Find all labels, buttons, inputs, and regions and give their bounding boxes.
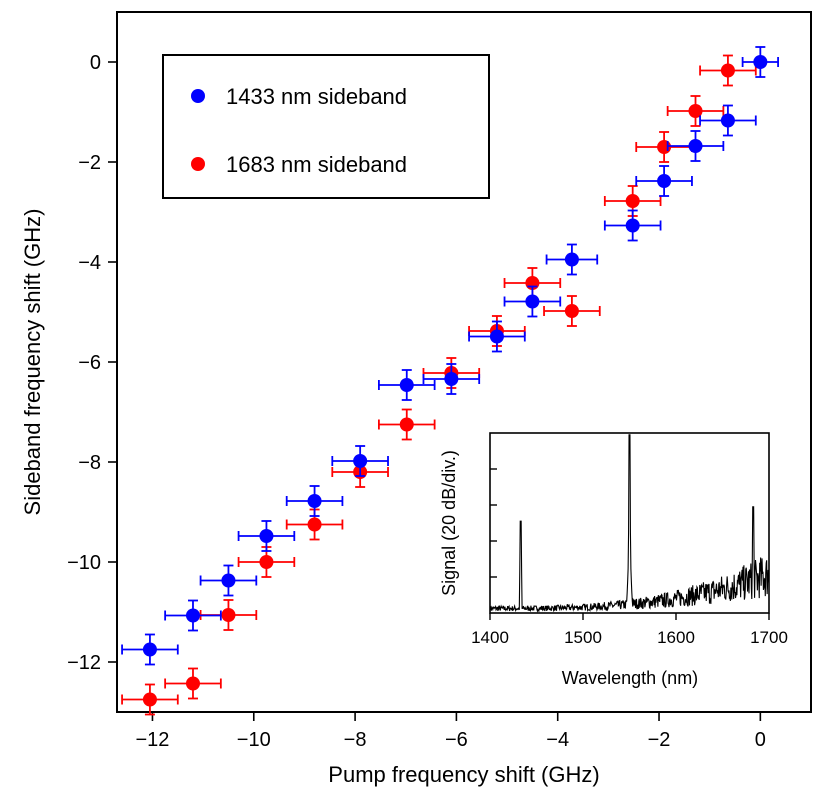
x-tick-label: −10 [237, 729, 271, 751]
legend: 1433 nm sideband 1683 nm sideband [162, 54, 490, 199]
inset-spectrum: 1400 1500 1600 1700 Wavelength (nm) Signal … [439, 432, 788, 688]
data-point [353, 454, 368, 468]
data-point [142, 642, 157, 657]
data-point [399, 378, 414, 392]
inset-axis-ticks: 1400 1500 1600 1700 [471, 468, 788, 647]
legend-marker-1683 [191, 157, 205, 171]
x-tick-label: −8 [344, 729, 367, 751]
x-tick-label: 0 [755, 729, 766, 751]
data-point [221, 573, 236, 588]
inset-trace [489, 434, 770, 613]
data-point [564, 252, 579, 267]
inset-x-axis-label: Wavelength (nm) [562, 668, 698, 688]
data-point [525, 294, 540, 309]
data-point [221, 608, 236, 622]
data-point [657, 140, 672, 154]
y-tick-label: −6 [78, 352, 101, 374]
data-point [259, 555, 274, 569]
data-point [142, 692, 157, 707]
y-tick-label: −2 [78, 152, 101, 174]
inset-x-tick-label: 1700 [750, 628, 788, 647]
x-tick-label: −6 [445, 729, 468, 751]
inset-x-tick-label: 1400 [471, 628, 509, 647]
y-tick-label: 0 [90, 52, 101, 74]
data-point [753, 55, 768, 69]
data-point [625, 194, 640, 208]
spectrum-line [489, 434, 770, 613]
series-1683 [121, 54, 757, 716]
data-point [185, 608, 200, 623]
data-point [307, 494, 322, 508]
data-point [564, 304, 579, 318]
y-tick-label: −10 [67, 552, 101, 574]
series-1433 [121, 46, 779, 666]
inset-frame [489, 432, 770, 614]
main-x-axis-label: Pump frequency shift (GHz) [328, 762, 599, 787]
data-point [720, 113, 735, 128]
y-tick-label: −4 [78, 252, 101, 274]
data-point [444, 372, 459, 386]
main-plot-series [121, 46, 779, 716]
data-point [259, 529, 274, 543]
y-tick-label: −12 [67, 652, 101, 674]
data-point [688, 139, 703, 153]
legend-marker-1433 [191, 89, 205, 103]
x-tick-label: −4 [546, 729, 569, 751]
data-point [657, 174, 672, 188]
data-point [720, 63, 735, 78]
inset-x-tick-label: 1600 [657, 628, 695, 647]
main-y-axis-label: Sideband frequency shift (GHz) [20, 209, 45, 516]
legend-label-1683: 1683 nm sideband [226, 152, 407, 177]
inset-y-axis-label: Signal (20 dB/div.) [439, 450, 459, 596]
x-tick-label: −2 [648, 729, 671, 751]
data-point [688, 104, 703, 118]
data-point [625, 218, 640, 233]
main-axis-ticks: −12 −10 −8 −6 −4 −2 0 −12 −10 −8 −6 −4 −2 0 [67, 52, 766, 751]
data-point [399, 417, 414, 432]
x-tick-label: −12 [135, 729, 169, 751]
y-tick-label: −8 [78, 452, 101, 474]
data-point [307, 517, 322, 532]
inset-x-tick-label: 1500 [564, 628, 602, 647]
data-point [185, 676, 200, 691]
legend-box [162, 54, 490, 199]
legend-label-1433: 1433 nm sideband [226, 84, 407, 109]
data-point [489, 329, 504, 344]
